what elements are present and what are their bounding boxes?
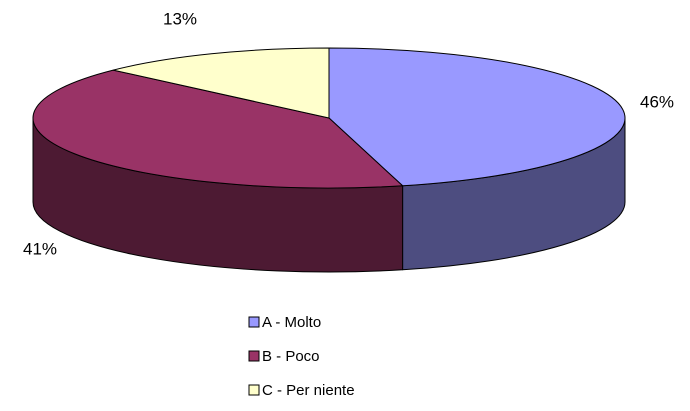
legend-label: C - Per niente bbox=[262, 382, 355, 399]
legend-swatch bbox=[248, 384, 260, 396]
legend-swatch bbox=[248, 350, 260, 362]
data-label: 41% bbox=[23, 239, 57, 258]
legend-swatch bbox=[248, 316, 260, 328]
legend-label: B - Poco bbox=[262, 348, 320, 365]
slice bbox=[328, 47, 626, 187]
slice bbox=[112, 47, 330, 119]
legend-label: A - Molto bbox=[262, 314, 321, 331]
data-label: 46% bbox=[640, 92, 674, 111]
slice bbox=[32, 69, 404, 189]
data-label: 13% bbox=[163, 9, 197, 28]
